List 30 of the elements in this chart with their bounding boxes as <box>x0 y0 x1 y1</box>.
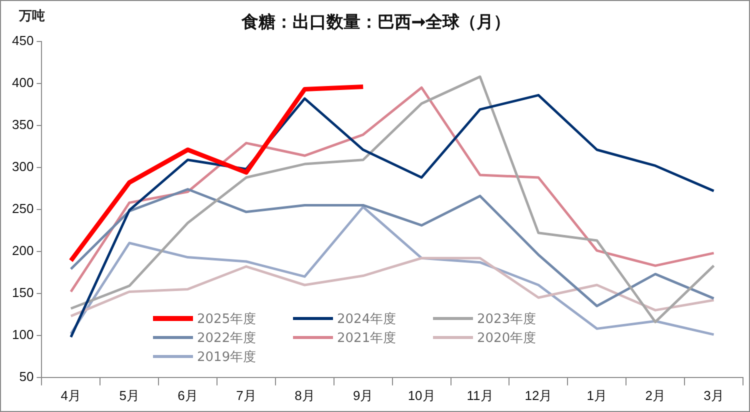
legend-label: 2024年度 <box>337 310 396 328</box>
x-tick-label: 3月 <box>704 388 724 403</box>
y-tick-label: 450 <box>12 32 34 48</box>
y-tick-label: 50 <box>19 368 34 384</box>
x-tick-label: 7月 <box>236 388 256 403</box>
x-tick-label: 12月 <box>524 388 552 403</box>
y-tick-label: 400 <box>12 74 34 90</box>
x-tick-label: 6月 <box>178 388 198 403</box>
legend-label: 2019年度 <box>197 348 256 366</box>
y-tick-label: 350 <box>12 116 34 132</box>
y-tick-label: 300 <box>12 158 34 174</box>
legend-label: 2021年度 <box>337 330 396 346</box>
y-tick-label: 250 <box>12 200 34 216</box>
x-tick-label: 11月 <box>466 388 494 403</box>
x-tick-label: 2月 <box>645 388 666 403</box>
y-axis-title: 万吨 <box>19 8 45 25</box>
legend-label: 2025年度 <box>197 310 256 328</box>
x-tick-label: 8月 <box>294 388 315 403</box>
x-tick-label: 4月 <box>60 388 82 403</box>
legend-label: 2022年度 <box>197 330 256 346</box>
x-tick-label: 10月 <box>408 388 436 403</box>
y-tick-label: 200 <box>12 242 34 258</box>
y-tick-label: 100 <box>12 326 34 342</box>
x-tick-label: 9月 <box>353 388 374 403</box>
legend-label: 2020年度 <box>477 330 536 346</box>
chart-title: 食糖：出口数量：巴西➞全球（月） <box>240 12 510 33</box>
x-tick-label: 1月 <box>586 388 608 403</box>
legend-label: 2023年度 <box>477 310 536 328</box>
x-tick-label: 5月 <box>119 388 140 403</box>
y-tick-label: 150 <box>12 284 34 300</box>
